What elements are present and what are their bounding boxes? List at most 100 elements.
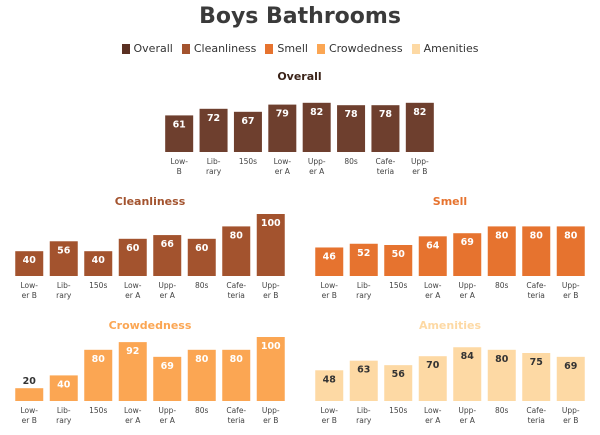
tick-label-smell-3: Low-	[424, 281, 442, 290]
chart-title-amenities: Amenities	[419, 319, 482, 332]
data-label-smell-0: 46	[323, 251, 337, 262]
legend-item-smell: Smell	[265, 42, 308, 55]
data-label-smell-4: 69	[461, 237, 474, 248]
tick-label-smell-6: Cafe-	[526, 281, 546, 290]
tick-label-overall-3: Low-	[274, 157, 292, 166]
data-label-crowdedness-5: 80	[195, 354, 209, 365]
tick-label-cleanliness-1: rary	[56, 291, 72, 300]
legend-swatch-overall	[121, 43, 130, 54]
tick-label-crowdedness-6: teria	[228, 416, 245, 425]
legend-swatch-crowdedness	[316, 43, 325, 54]
data-label-crowdedness-6: 80	[230, 354, 244, 365]
chart-title-cleanliness: Cleanliness	[115, 195, 186, 208]
tick-label-crowdedness-0: Low-	[21, 406, 39, 415]
tick-label-crowdedness-3: er A	[125, 416, 141, 425]
tick-label-amenities-5: 80s	[495, 406, 509, 415]
tick-label-overall-7: Upp-	[411, 157, 429, 166]
legend-swatch-smell	[265, 43, 274, 54]
data-label-smell-7: 80	[564, 230, 578, 241]
bar-smell-2	[384, 245, 413, 276]
tick-label-smell-0: er B	[322, 291, 337, 300]
bar-cleanliness-3	[118, 238, 147, 276]
tick-label-amenities-1: rary	[356, 416, 372, 425]
chart-title-crowdedness: Crowdedness	[109, 319, 192, 332]
data-label-overall-5: 78	[344, 109, 358, 120]
tick-label-amenities-6: Cafe-	[526, 406, 546, 415]
tick-label-overall-0: Low-	[170, 157, 188, 166]
data-label-crowdedness-4: 69	[161, 361, 174, 372]
bar-overall-1	[199, 108, 228, 152]
bar-overall-5	[337, 105, 366, 152]
tick-label-cleanliness-7: Upp-	[262, 281, 280, 290]
tick-label-crowdedness-3: Low-	[124, 406, 142, 415]
tick-label-amenities-0: Low-	[321, 406, 339, 415]
tick-label-overall-7: er B	[412, 167, 427, 176]
tick-label-cleanliness-6: teria	[228, 291, 245, 300]
tick-label-amenities-3: Low-	[424, 406, 442, 415]
tick-label-overall-6: Cafe-	[376, 157, 396, 166]
tick-label-cleanliness-3: er A	[125, 291, 141, 300]
data-label-overall-0: 61	[173, 119, 186, 130]
data-label-cleanliness-5: 60	[195, 243, 209, 254]
data-label-amenities-5: 80	[495, 354, 509, 365]
data-label-amenities-2: 56	[392, 369, 406, 380]
tick-label-overall-3: er A	[275, 167, 291, 176]
legend-label: Overall	[133, 42, 173, 55]
data-label-crowdedness-1: 40	[57, 379, 71, 390]
tick-label-cleanliness-5: 80s	[195, 281, 209, 290]
tick-label-smell-1: Lib-	[357, 281, 371, 290]
bar-cleanliness-0	[15, 251, 44, 276]
tick-label-cleanliness-0: er B	[22, 291, 37, 300]
tick-label-crowdedness-4: Upp-	[158, 406, 176, 415]
tick-label-crowdedness-6: Cafe-	[226, 406, 246, 415]
tick-label-smell-6: teria	[528, 291, 545, 300]
legend-label: Smell	[277, 42, 308, 55]
data-label-crowdedness-0: 20	[23, 376, 37, 387]
tick-label-crowdedness-7: er B	[263, 416, 278, 425]
bar-smell-5	[487, 226, 516, 276]
bar-amenities-2	[384, 365, 413, 401]
bar-smell-6	[522, 226, 551, 276]
tick-label-amenities-7: er B	[563, 416, 578, 425]
tick-label-amenities-0: er B	[322, 416, 337, 425]
data-label-amenities-3: 70	[426, 360, 440, 371]
data-label-amenities-4: 84	[461, 351, 475, 362]
data-label-overall-7: 82	[413, 107, 426, 118]
bar-crowdedness-7	[256, 337, 285, 401]
tick-label-smell-4: Upp-	[458, 281, 476, 290]
bar-overall-4	[302, 102, 331, 152]
data-label-cleanliness-3: 60	[126, 243, 140, 254]
legend-label: Crowdedness	[328, 42, 403, 55]
bar-cleanliness-6	[222, 226, 251, 276]
bar-cleanliness-7	[256, 214, 285, 276]
data-label-crowdedness-2: 80	[92, 354, 106, 365]
tick-label-cleanliness-2: 150s	[89, 281, 107, 290]
tick-label-amenities-1: Lib-	[357, 406, 371, 415]
bar-smell-1	[349, 243, 378, 276]
data-label-amenities-6: 75	[530, 357, 543, 368]
tick-label-amenities-7: Upp-	[562, 406, 580, 415]
bar-amenities-1	[349, 360, 378, 401]
tick-label-amenities-6: teria	[528, 416, 545, 425]
bar-smell-7	[556, 226, 585, 276]
data-label-cleanliness-4: 66	[161, 239, 175, 250]
tick-label-smell-1: rary	[356, 291, 372, 300]
tick-label-smell-4: er A	[460, 291, 476, 300]
tick-label-cleanliness-4: er A	[160, 291, 176, 300]
tick-label-smell-3: er A	[425, 291, 441, 300]
bar-crowdedness-1	[49, 375, 78, 401]
data-label-amenities-1: 63	[357, 365, 370, 376]
bar-cleanliness-4	[153, 235, 182, 276]
tick-label-crowdedness-7: Upp-	[262, 406, 280, 415]
bar-crowdedness-4	[153, 356, 182, 401]
tick-label-overall-2: 150s	[239, 157, 257, 166]
bar-smell-4	[453, 233, 482, 276]
data-label-amenities-0: 48	[323, 374, 337, 385]
data-label-crowdedness-7: 100	[261, 341, 281, 352]
tick-label-crowdedness-0: er B	[22, 416, 37, 425]
tick-label-overall-4: Upp-	[308, 157, 326, 166]
legend-label: Cleanliness	[193, 42, 257, 55]
tick-label-amenities-3: er A	[425, 416, 441, 425]
tick-label-crowdedness-1: rary	[56, 416, 72, 425]
bar-amenities-4	[453, 347, 482, 401]
